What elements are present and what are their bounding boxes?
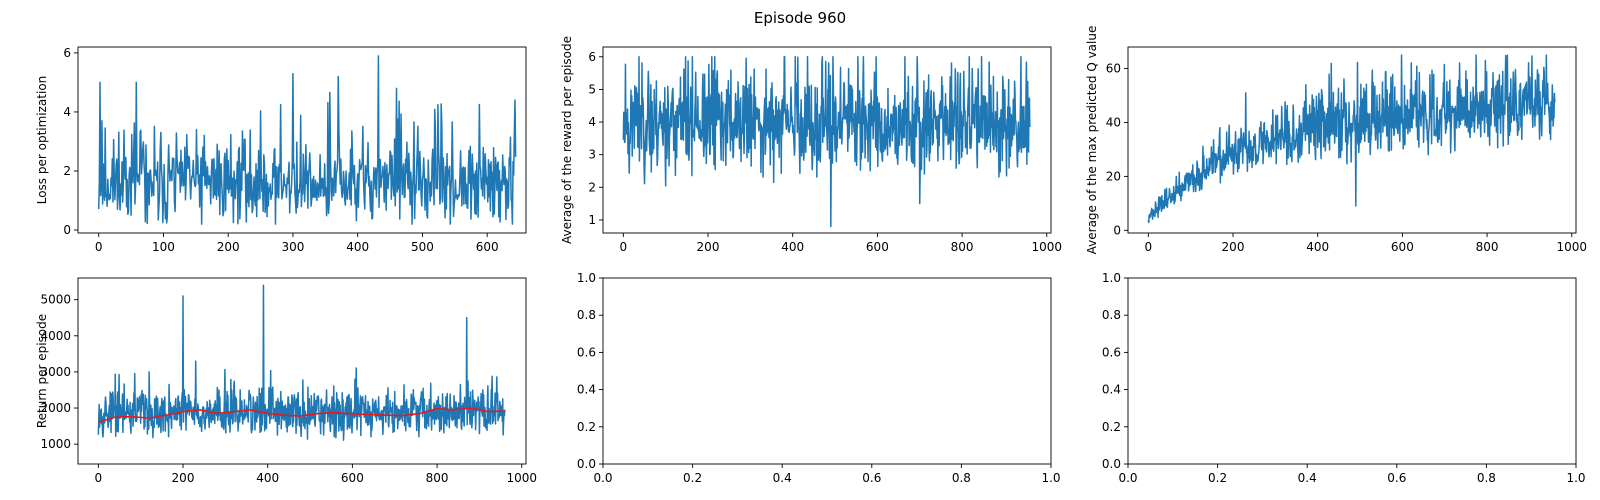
x-tick-label: 0.2 xyxy=(683,471,702,485)
y-tick-label: 1.0 xyxy=(577,271,596,285)
subplot-6: 0.0 0.2 0.4 0.6 0.8 1.0 0.0 0.2 0.4 0.6 0.8 1.0 xyxy=(1102,271,1586,485)
y-tick-label: 0.2 xyxy=(1102,420,1121,434)
x-tick-label: 0 xyxy=(620,240,628,254)
x-tick-label: 0.2 xyxy=(1208,471,1227,485)
x-tick-label: 600 xyxy=(341,471,364,485)
axes-frame xyxy=(77,277,527,465)
x-tick-label: 0.8 xyxy=(952,471,971,485)
x-tick-label: 0.6 xyxy=(862,471,881,485)
series-line-1 xyxy=(97,55,517,225)
axes-frame xyxy=(1127,277,1577,465)
y-tick-label: 2000 xyxy=(40,401,71,415)
y-axis-label: Loss per optimization xyxy=(35,76,49,205)
y-tick-label: 20 xyxy=(1106,169,1121,183)
subplot-3: 0 200 400 600 800 1000 0 20 40 60 Average of the m… xyxy=(1085,26,1587,255)
x-tick-label: 300 xyxy=(281,240,304,254)
y-axis-label: Average of the max predicted Q value xyxy=(1085,26,1099,255)
x-tick-label: 500 xyxy=(411,240,434,254)
y-tick-label: 4 xyxy=(588,115,596,129)
axes-frame xyxy=(1127,46,1577,234)
x-tick-label: 0 xyxy=(1145,240,1153,254)
x-tick-label: 600 xyxy=(476,240,499,254)
x-tick-label: 1000 xyxy=(1556,240,1587,254)
series-line-1 xyxy=(97,284,506,441)
y-tick-label: 0.4 xyxy=(1102,383,1121,397)
x-tick-label: 400 xyxy=(256,471,279,485)
y-tick-label: 0.0 xyxy=(577,457,596,471)
subplot-1: 0 100 200 300 400 500 600 0 2 4 6 Loss per optimiza… xyxy=(35,46,527,254)
axes-frame xyxy=(77,46,527,234)
x-tick-label: 0 xyxy=(95,471,103,485)
x-tick-label: 200 xyxy=(217,240,240,254)
y-tick-label: 3000 xyxy=(40,365,71,379)
axes-frame xyxy=(602,277,1052,465)
y-tick-label: 6 xyxy=(588,50,596,64)
y-axis-label: Average of the reward per episode xyxy=(560,36,574,244)
series-line-1 xyxy=(622,56,1031,228)
y-tick-label: 5000 xyxy=(40,293,71,307)
x-tick-label: 200 xyxy=(172,471,195,485)
y-tick-label: 1 xyxy=(588,213,596,227)
x-tick-label: 600 xyxy=(1391,240,1414,254)
x-tick-label: 100 xyxy=(152,240,175,254)
y-tick-label: 0.8 xyxy=(1102,308,1121,322)
x-tick-label: 0.0 xyxy=(593,471,612,485)
y-tick-label: 0.4 xyxy=(577,383,596,397)
figure-title: Episode 960 xyxy=(754,9,846,27)
x-tick-label: 0.0 xyxy=(1118,471,1137,485)
y-tick-label: 0.0 xyxy=(1102,457,1121,471)
y-tick-label: 0.8 xyxy=(577,308,596,322)
x-tick-label: 600 xyxy=(866,240,889,254)
y-tick-label: 2 xyxy=(588,180,596,194)
x-tick-label: 800 xyxy=(1476,240,1499,254)
x-tick-label: 1.0 xyxy=(1041,471,1060,485)
y-tick-label: 4 xyxy=(63,105,71,119)
x-tick-label: 400 xyxy=(346,240,369,254)
y-tick-label: 40 xyxy=(1106,115,1121,129)
y-tick-label: 0 xyxy=(63,223,71,237)
x-tick-label: 1000 xyxy=(506,471,537,485)
x-tick-label: 0.4 xyxy=(1298,471,1317,485)
x-tick-label: 0.8 xyxy=(1477,471,1496,485)
y-tick-label: 0.2 xyxy=(577,420,596,434)
x-tick-label: 400 xyxy=(781,240,804,254)
x-tick-label: 800 xyxy=(951,240,974,254)
x-tick-label: 400 xyxy=(1306,240,1329,254)
axes-frame xyxy=(602,46,1052,234)
y-tick-label: 3 xyxy=(588,148,596,162)
y-tick-label: 1000 xyxy=(40,437,71,451)
y-tick-label: 60 xyxy=(1106,62,1121,76)
subplot-4: 0 200 400 600 800 1000 1000 2000 3000 4000 5000 Ret… xyxy=(35,277,537,485)
series-line-1 xyxy=(1147,54,1556,224)
y-tick-label: 5 xyxy=(588,82,596,96)
y-tick-label: 4000 xyxy=(40,329,71,343)
y-tick-label: 2 xyxy=(63,164,71,178)
x-tick-label: 800 xyxy=(426,471,449,485)
x-tick-label: 0.4 xyxy=(773,471,792,485)
y-tick-label: 0.6 xyxy=(1102,345,1121,359)
x-tick-label: 200 xyxy=(697,240,720,254)
subplot-5: 0.0 0.2 0.4 0.6 0.8 1.0 0.0 0.2 0.4 0.6 0.8 1.0 xyxy=(577,271,1061,485)
y-tick-label: 1.0 xyxy=(1102,271,1121,285)
x-tick-label: 200 xyxy=(1222,240,1245,254)
y-tick-label: 0 xyxy=(1113,223,1121,237)
y-tick-label: 6 xyxy=(63,46,71,60)
y-axis-label: Return per episode xyxy=(35,314,49,428)
y-tick-label: 0.6 xyxy=(577,345,596,359)
moving-average-line xyxy=(98,407,505,424)
x-tick-label: 1.0 xyxy=(1566,471,1585,485)
x-tick-label: 0 xyxy=(95,240,103,254)
x-tick-label: 0.6 xyxy=(1387,471,1406,485)
subplot-2: 0 200 400 600 800 1000 1 2 3 4 5 6 Average of the re… xyxy=(560,36,1062,254)
x-tick-label: 1000 xyxy=(1031,240,1062,254)
